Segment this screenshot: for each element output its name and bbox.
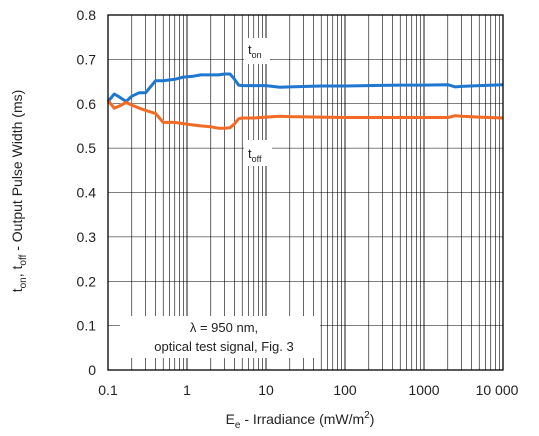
xlabel-sup: 2	[364, 410, 370, 421]
xlabel-main: E	[226, 411, 235, 427]
grid-lines	[108, 15, 503, 370]
x-tick-label: 1	[183, 382, 191, 398]
toff-label-bg	[244, 140, 272, 166]
y-tick-label: 0.4	[77, 185, 97, 201]
series-group	[106, 72, 504, 130]
ton-label-bg	[244, 38, 270, 64]
tick-labels: 0.1 1 10 100 1000 10 00000.10.20.30.40.50.60.…	[77, 7, 519, 398]
ton-label-main: t	[248, 42, 252, 57]
annotation-box	[120, 316, 320, 358]
ylabel-s2: off	[18, 254, 29, 265]
ylabel-s1: on	[18, 277, 29, 288]
ylabel-p3: - Output Pulse Width (ms)	[9, 90, 25, 255]
xlabel-rest: - Irradiance (mW/m	[240, 411, 364, 427]
x-tick-label: 10	[258, 382, 274, 398]
y-tick-label: 0.1	[77, 318, 97, 334]
toff-label-sub: off	[252, 154, 262, 164]
x-tick-label: 1000	[408, 382, 439, 398]
annotation-line-1: λ = 950 nm,	[190, 320, 258, 335]
y-tick-label: 0.8	[77, 7, 97, 23]
series-label-ton: ton	[248, 42, 262, 60]
y-tick-label: 0.7	[77, 51, 97, 67]
y-tick-label: 0.3	[77, 229, 97, 245]
ylabel-p2: , t	[9, 265, 25, 277]
y-tick-label: 0.6	[77, 96, 97, 112]
ton-label-sub: on	[252, 50, 262, 60]
y-tick-label: 0.5	[77, 140, 97, 156]
y-tick-label: 0	[88, 362, 96, 378]
series-label-toff: toff	[248, 146, 262, 164]
x-axis-label: Ee - Irradiance (mW/m2)	[226, 410, 375, 431]
plot-border	[107, 14, 504, 371]
annotation-line-2: optical test signal, Fig. 3	[154, 339, 293, 354]
x-tick-label: 100	[333, 382, 357, 398]
x-tick-label: 10 000	[476, 382, 519, 398]
plot-frame	[107, 14, 504, 371]
series-line-on	[106, 72, 504, 103]
series-line-off	[106, 99, 504, 130]
toff-label-main: t	[248, 146, 252, 161]
y-tick-label: 0.2	[77, 273, 97, 289]
y-axis-label: ton, toff - Output Pulse Width (ms)	[9, 90, 29, 293]
ylabel-p1: t	[9, 288, 25, 292]
xlabel-end: )	[370, 411, 375, 427]
x-tick-label: 0.1	[98, 382, 118, 398]
xlabel-sub: e	[235, 420, 241, 431]
